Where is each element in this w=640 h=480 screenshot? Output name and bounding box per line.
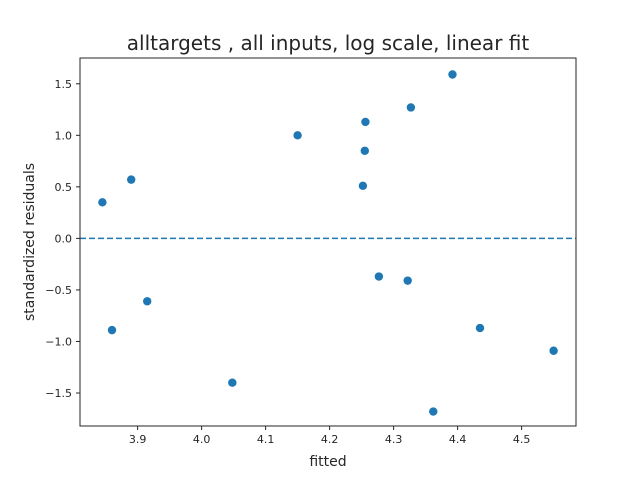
data-point	[107, 325, 117, 335]
data-point	[429, 407, 438, 416]
x-tick-label: 4.5	[513, 433, 531, 446]
data-point	[448, 70, 457, 79]
x-tick-label: 4.3	[385, 433, 403, 446]
data-point	[374, 272, 384, 281]
y-tick-label: 1.0	[55, 129, 73, 142]
data-point	[475, 323, 485, 333]
data-point	[403, 276, 412, 285]
plot-area	[80, 58, 576, 426]
data-point	[143, 297, 152, 306]
plot-frame	[79, 57, 577, 427]
data-point	[358, 181, 368, 191]
y-tick-label: 0.0	[55, 232, 73, 245]
x-tick-label: 3.9	[129, 433, 147, 446]
data-point	[127, 175, 136, 184]
chart-title: alltargets , all inputs, log scale, line…	[127, 31, 530, 55]
data-point	[406, 103, 416, 112]
data-point	[228, 378, 237, 387]
data-point	[361, 117, 370, 127]
x-tick-label: 4.1	[257, 433, 275, 446]
y-tick-label: −1.0	[45, 335, 72, 348]
y-axis-label: standardized residuals	[22, 163, 38, 321]
y-tick-label: −0.5	[45, 284, 72, 297]
data-point	[360, 146, 369, 155]
y-tick-label: 0.5	[55, 181, 73, 194]
x-tick-label: 4.2	[321, 433, 339, 446]
x-tick-label: 4.4	[449, 433, 467, 446]
x-tick-label: 4.0	[193, 433, 211, 446]
data-point	[293, 131, 302, 140]
data-point	[549, 346, 558, 355]
x-axis-label: fitted	[309, 454, 346, 470]
y-tick-label: 1.5	[55, 78, 73, 91]
y-tick-label: −1.5	[45, 387, 72, 400]
data-point	[98, 198, 107, 207]
